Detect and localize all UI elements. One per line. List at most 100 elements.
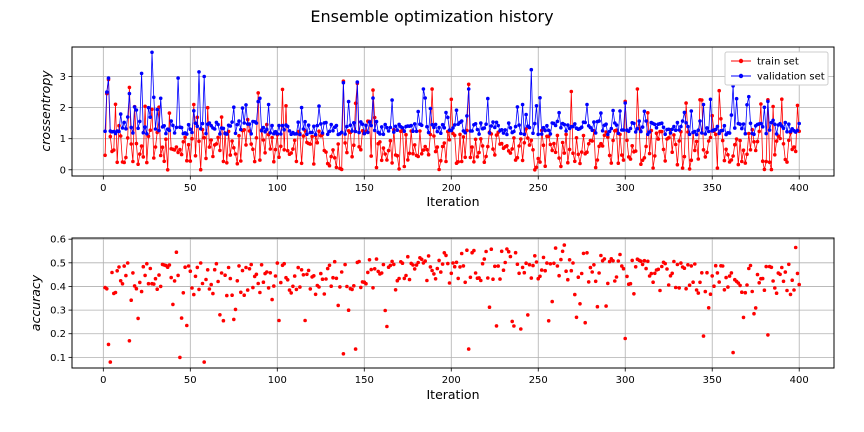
train-point — [713, 132, 718, 137]
train-point — [230, 139, 234, 143]
validation-point — [303, 119, 307, 124]
validation-point — [120, 126, 125, 130]
train-point — [571, 151, 575, 155]
train-point — [705, 150, 709, 155]
accuracy-point — [613, 279, 617, 283]
validation-point — [660, 121, 664, 125]
train-point — [747, 131, 751, 136]
train-point — [653, 154, 657, 158]
validation-point — [607, 129, 612, 134]
accuracy-point — [625, 274, 629, 279]
train-point — [573, 159, 577, 164]
accuracy-point — [244, 265, 248, 270]
accuracy-point — [787, 262, 791, 267]
train-point — [209, 138, 213, 142]
validation-point — [162, 124, 166, 128]
accuracy-point — [499, 249, 504, 254]
validation-point — [693, 129, 697, 134]
accuracy-point — [426, 254, 431, 258]
accuracy-point — [383, 308, 388, 313]
validation-point — [188, 127, 193, 131]
train-point — [607, 153, 612, 158]
train-point — [680, 166, 685, 170]
accuracy-point — [186, 264, 191, 268]
accuracy-point — [235, 279, 240, 283]
train-point — [324, 150, 328, 154]
train-point — [430, 87, 434, 91]
train-point — [597, 144, 601, 149]
accuracy-point — [731, 350, 735, 355]
validation-point — [536, 132, 540, 137]
accuracy-point — [406, 254, 410, 259]
train-point — [620, 153, 624, 157]
train-point — [372, 115, 377, 120]
train-point — [762, 167, 767, 172]
accuracy-point — [687, 283, 692, 288]
accuracy-point — [642, 258, 647, 263]
validation-point — [555, 119, 560, 124]
accuracy-point — [748, 263, 753, 268]
validation-point — [597, 119, 601, 123]
train-point — [193, 154, 198, 158]
validation-point — [105, 90, 109, 94]
train-point — [421, 148, 426, 152]
accuracy-point — [566, 277, 570, 282]
accuracy-point — [294, 287, 299, 292]
accuracy-point — [574, 315, 579, 320]
validation-point — [230, 120, 234, 124]
accuracy-point — [439, 270, 443, 274]
accuracy-point — [694, 288, 699, 292]
accuracy-point — [602, 257, 607, 261]
accuracy-point — [407, 277, 412, 282]
accuracy-point — [292, 274, 297, 278]
accuracy-point — [646, 259, 650, 264]
train-point — [165, 168, 170, 172]
accuracy-point — [221, 318, 226, 323]
validation-point — [118, 112, 123, 116]
validation-point — [642, 109, 647, 114]
accuracy-point — [183, 265, 187, 270]
train-point — [437, 167, 441, 172]
accuracy-point — [245, 288, 250, 292]
validation-point — [127, 91, 132, 96]
accuracy-point — [226, 265, 231, 270]
accuracy-point — [633, 265, 638, 269]
train-point — [390, 161, 394, 165]
accuracy-point — [771, 279, 775, 283]
validation-point — [240, 106, 245, 110]
accuracy-point — [113, 290, 118, 295]
accuracy-point — [225, 293, 229, 298]
validation-point — [195, 124, 200, 129]
accuracy-point — [131, 271, 135, 275]
validation-point — [487, 131, 492, 135]
train-point — [178, 147, 182, 152]
validation-point — [463, 130, 468, 135]
train-point — [158, 153, 163, 158]
validation-point — [451, 126, 455, 130]
train-point — [738, 138, 742, 143]
validation-point — [522, 132, 527, 137]
train-point — [750, 127, 754, 132]
validation-point — [372, 128, 377, 133]
train-point — [722, 158, 727, 163]
validation-point — [479, 121, 483, 125]
accuracy-point — [472, 248, 476, 253]
validation-point — [261, 125, 266, 130]
accuracy-point — [741, 315, 746, 320]
accuracy-point — [364, 281, 368, 286]
train-point — [174, 145, 179, 149]
validation-point — [564, 129, 568, 133]
validation-point — [244, 103, 248, 107]
train-point — [432, 134, 436, 138]
accuracy-point — [219, 271, 224, 275]
train-point — [185, 158, 189, 163]
accuracy-point — [750, 289, 754, 294]
validation-point — [148, 115, 153, 119]
accuracy-point — [795, 271, 800, 276]
validation-point — [541, 125, 546, 130]
validation-point — [378, 132, 382, 136]
validation-point — [131, 131, 135, 135]
accuracy-point — [703, 289, 708, 294]
validation-point — [202, 74, 206, 79]
